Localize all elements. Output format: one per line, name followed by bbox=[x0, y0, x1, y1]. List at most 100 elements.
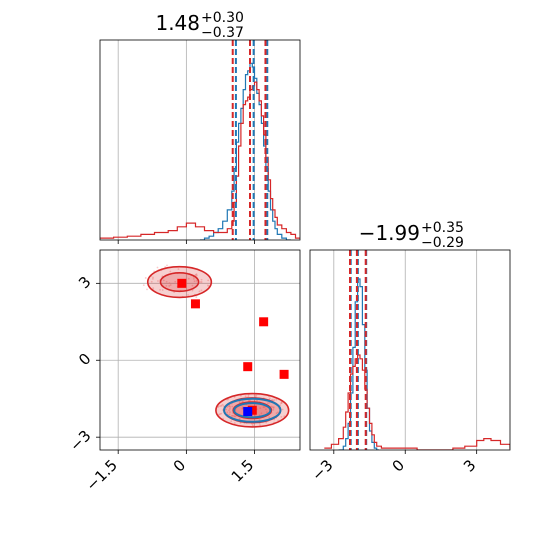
scatter-sample bbox=[152, 287, 155, 290]
scatter-sample bbox=[165, 280, 168, 283]
scatter-sample bbox=[230, 420, 233, 423]
scatter-sample bbox=[195, 279, 198, 282]
marginal-histogram-top: 1.48 +0.30 −0.37 bbox=[99, 10, 301, 244]
scatter-sample bbox=[228, 413, 231, 416]
scatter-sample bbox=[229, 411, 231, 414]
x-tick-label: −3 bbox=[308, 456, 336, 484]
markers-joint bbox=[177, 278, 289, 417]
marker-point bbox=[243, 362, 253, 372]
scatter-sample bbox=[234, 415, 237, 418]
scatter-sample bbox=[207, 279, 210, 282]
scatter-sample bbox=[272, 408, 275, 411]
axes-frame-top bbox=[99, 39, 301, 241]
marker-point bbox=[247, 405, 257, 415]
y-tick-label: 3 bbox=[75, 273, 94, 292]
marker-point bbox=[190, 299, 200, 309]
scatter-sample bbox=[152, 277, 154, 280]
histograms-top bbox=[100, 62, 300, 240]
scatter-sample bbox=[266, 402, 269, 405]
scatter-sample bbox=[272, 407, 275, 409]
grid-joint bbox=[100, 250, 300, 450]
title-top-plus: +0.30 bbox=[201, 10, 244, 26]
scatter-sample bbox=[238, 417, 241, 420]
contour-blue bbox=[233, 402, 272, 419]
scatter-sample bbox=[268, 401, 271, 404]
scatter-sample bbox=[266, 411, 268, 414]
scatter-sample bbox=[177, 268, 180, 270]
scatter-sample bbox=[157, 280, 159, 282]
scatter-sample bbox=[228, 409, 230, 412]
scatter-sample bbox=[168, 282, 171, 284]
scatter-sample bbox=[187, 294, 189, 296]
x-tick-label: 0 bbox=[389, 456, 408, 475]
x-tick-label: −1.5 bbox=[83, 456, 121, 494]
scatter-sample bbox=[195, 296, 198, 298]
scatter-sample bbox=[166, 264, 168, 267]
scatter-sample bbox=[281, 408, 284, 411]
scatter-sample bbox=[229, 406, 232, 408]
scatter-sample bbox=[275, 398, 278, 401]
scatter-sample bbox=[161, 289, 164, 291]
grid-right bbox=[333, 250, 478, 450]
quantile-lines-top bbox=[231, 40, 269, 240]
scatter-sample bbox=[268, 397, 271, 400]
scatter-sample bbox=[265, 421, 268, 424]
scatter-sample bbox=[162, 279, 165, 282]
scatter-sample bbox=[217, 406, 220, 408]
scatter-sample bbox=[196, 274, 198, 277]
scatter-sample bbox=[225, 408, 228, 411]
axes-frame-right bbox=[309, 249, 511, 451]
scatter-sample bbox=[146, 288, 148, 291]
x-tick-label: 0 bbox=[170, 456, 189, 475]
ticks-top bbox=[117, 240, 255, 244]
ticks-joint: −1.5 0 1.5 −3 0 3 bbox=[66, 273, 257, 495]
scatter-sample bbox=[230, 415, 233, 417]
ticks-right: −3 0 3 bbox=[308, 450, 479, 484]
scatter-sample bbox=[259, 407, 262, 410]
marker-point bbox=[279, 369, 289, 379]
scatter-sample bbox=[220, 404, 223, 407]
scatter-sample bbox=[152, 276, 154, 279]
scatter-sample bbox=[200, 278, 203, 281]
scatter-sample bbox=[193, 280, 196, 283]
scatter-sample bbox=[280, 416, 283, 418]
x-tick-label: 3 bbox=[460, 456, 479, 475]
scatter-sample bbox=[229, 407, 231, 410]
histogram-series bbox=[324, 354, 510, 450]
scatter-sample bbox=[150, 280, 153, 283]
scatter-sample bbox=[247, 395, 250, 398]
title-top-minus: −0.37 bbox=[201, 25, 244, 41]
title-top-value: 1.48 bbox=[155, 11, 200, 35]
marker-point bbox=[243, 407, 253, 417]
scatter-sample bbox=[165, 284, 168, 287]
scatter-sample bbox=[239, 394, 242, 397]
quantile-lines-right bbox=[349, 250, 368, 450]
scatter-sample bbox=[233, 422, 236, 424]
scatter-sample bbox=[187, 277, 190, 280]
scatter-sample bbox=[222, 405, 225, 407]
scatter-sample bbox=[239, 422, 242, 424]
y-tick-label: −3 bbox=[66, 427, 94, 455]
axes-frame-joint bbox=[99, 249, 301, 451]
scatter-sample bbox=[174, 280, 177, 283]
scatter-sample bbox=[200, 289, 203, 292]
scatter-sample bbox=[191, 284, 194, 287]
joint-contour-panel: −1.5 0 1.5 −3 0 3 bbox=[66, 249, 301, 495]
scatter-sample bbox=[280, 402, 283, 405]
scatter-sample bbox=[191, 289, 194, 292]
contour-blue bbox=[223, 397, 282, 423]
scatter-sample bbox=[169, 284, 172, 286]
scatter-sample bbox=[244, 395, 247, 398]
scatter-sample bbox=[142, 284, 145, 287]
scatter-sample bbox=[262, 406, 265, 408]
scatter-sample bbox=[238, 400, 241, 403]
scatter-sample bbox=[264, 408, 267, 411]
histograms-right bbox=[324, 278, 510, 450]
scatter-sample bbox=[275, 412, 278, 415]
scatter-sample bbox=[241, 407, 244, 410]
histogram-series bbox=[338, 278, 379, 450]
y-tick-label: 0 bbox=[75, 350, 94, 369]
scatter-sample bbox=[226, 411, 229, 414]
scatter-sample bbox=[256, 399, 258, 402]
scatter-sample bbox=[260, 412, 263, 415]
